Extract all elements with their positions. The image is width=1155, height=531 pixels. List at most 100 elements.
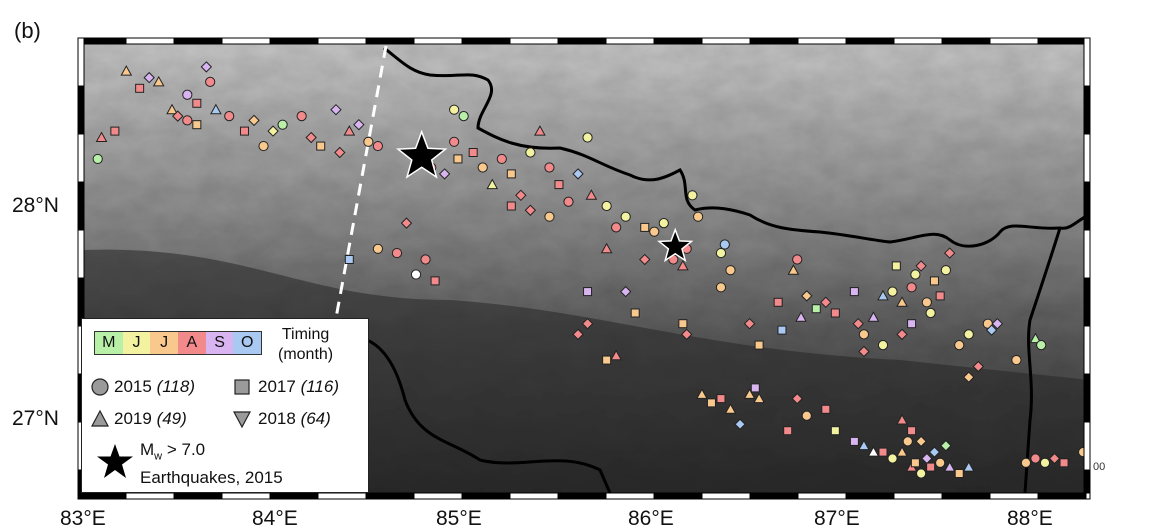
landslide-marker-131 [696,388,708,399]
frame-tick-bottom-19 [989,492,1039,500]
landslide-marker-135 [753,392,765,404]
legend-2015-count: (118) [156,377,195,396]
landslide-marker-4 [135,83,145,93]
legend-2019: 2019 (49) [114,409,187,429]
triangle-up-symbol-icon [91,409,109,427]
landslide-marker-11 [200,61,213,73]
frame-tick-bottom-16 [845,492,895,500]
landslide-marker-10 [192,98,202,108]
landslide-marker-105 [891,261,901,271]
frame-tick-top-13 [701,37,751,45]
landslide-marker-128 [972,360,984,373]
landslide-marker-137 [734,418,746,430]
landslide-marker-62 [400,217,413,229]
landslide-marker-85 [719,239,730,250]
frame-tick-bottom-1 [125,492,175,500]
frame-tick-right-4 [1083,229,1091,279]
frame-tick-top-5 [317,37,367,45]
landslide-marker-96 [811,304,821,314]
frame-tick-right-2 [1083,133,1091,183]
landslide-marker-22 [296,111,307,122]
landslide-marker-13 [210,103,222,115]
landslide-marker-118 [877,340,889,351]
landslide-marker-147 [887,453,898,464]
frame-tick-top-18 [941,37,991,45]
landslide-marker-165 [1030,453,1041,464]
month-s: S [205,332,234,354]
landslide-marker-18 [248,114,260,127]
timing-title-line2: (month) [278,346,334,363]
landslide-marker-45 [534,125,546,136]
lon-label-83e: 83°E [60,507,106,530]
frame-tick-bottom-14 [749,492,799,500]
landslide-marker-132 [706,398,716,408]
landslide-marker-136 [750,383,760,393]
landslide-marker-67 [658,218,669,229]
frame-tick-top-11 [605,37,655,45]
timing-colorbar: M J J A S O [94,331,262,355]
frame-tick-top-0 [77,37,127,45]
landslide-marker-113 [935,291,945,301]
legend-2018-year: 2018 [258,409,296,428]
landslide-marker-52 [601,200,612,212]
scale-fragment: 00 [1093,461,1106,473]
landslide-marker-100 [852,317,864,330]
landslide-marker-55 [524,204,537,216]
frame-tick-top-2 [173,37,223,45]
frame-tick-top-4 [269,37,319,45]
legend-2018-count: (64) [300,409,331,428]
frame-tick-top-16 [845,37,895,45]
border-east [1023,227,1062,493]
frame-tick-left-0 [77,37,85,87]
landslide-marker-74 [630,308,640,318]
landslide-marker-41 [496,153,507,165]
landslide-marker-12 [205,76,216,87]
landslide-marker-59 [372,243,383,254]
landslide-marker-27 [334,146,346,159]
landslide-marker-134 [743,388,756,399]
frame-tick-bottom-20 [1037,492,1087,500]
frame-tick-top-7 [413,37,463,45]
landslide-marker-21 [277,119,288,130]
landslide-marker-133 [716,394,726,404]
landslide-marker-15 [192,120,202,130]
landslide-marker-126 [1029,332,1042,344]
lon-label-86e: 86°E [628,507,674,530]
frame-tick-right-3 [1083,181,1091,231]
landslide-marker-33 [438,168,451,180]
square-symbol-icon [234,379,250,395]
landslide-marker-112 [929,276,939,286]
landslide-marker-127 [1036,340,1047,351]
landslide-marker-5 [143,71,155,84]
landslide-marker-142 [830,426,840,436]
frame-tick-bottom-13 [701,492,751,500]
landslide-markers [92,61,1089,479]
landslide-marker-73 [619,285,632,298]
frame-tick-right-0 [1083,37,1091,87]
earthquake-legend-line1: Mw > 7.0 [140,439,283,467]
landslide-marker-108 [910,269,921,280]
landslide-marker-86 [725,265,736,276]
lon-label-88e: 88°E [1007,507,1053,530]
landslide-marker-91 [777,325,787,335]
landslide-marker-84 [715,247,727,259]
earthquake-legend-line2: Earthquakes, 2015 [140,468,283,488]
landslide-marker-53 [611,222,622,233]
frame-tick-left-2 [77,133,85,183]
landslide-marker-158 [943,461,956,472]
legend-2017-count: (116) [300,377,339,396]
landslide-marker-109 [915,260,927,272]
frame-tick-bottom-15 [797,492,847,500]
landslide-marker-40 [486,178,499,190]
landslide-marker-56 [544,211,555,222]
frame-tick-right-8 [1083,421,1091,471]
landslide-marker-47 [554,180,564,190]
landslide-marker-72 [693,211,704,222]
frame-tick-bottom-3 [221,492,271,500]
lon-label-84e: 84°E [252,507,298,530]
landslide-marker-51 [585,189,598,200]
landslide-marker-145 [867,446,880,457]
frame-tick-bottom-21 [1085,492,1091,500]
landslide-marker-163 [962,461,975,472]
landslide-marker-103 [877,289,889,301]
